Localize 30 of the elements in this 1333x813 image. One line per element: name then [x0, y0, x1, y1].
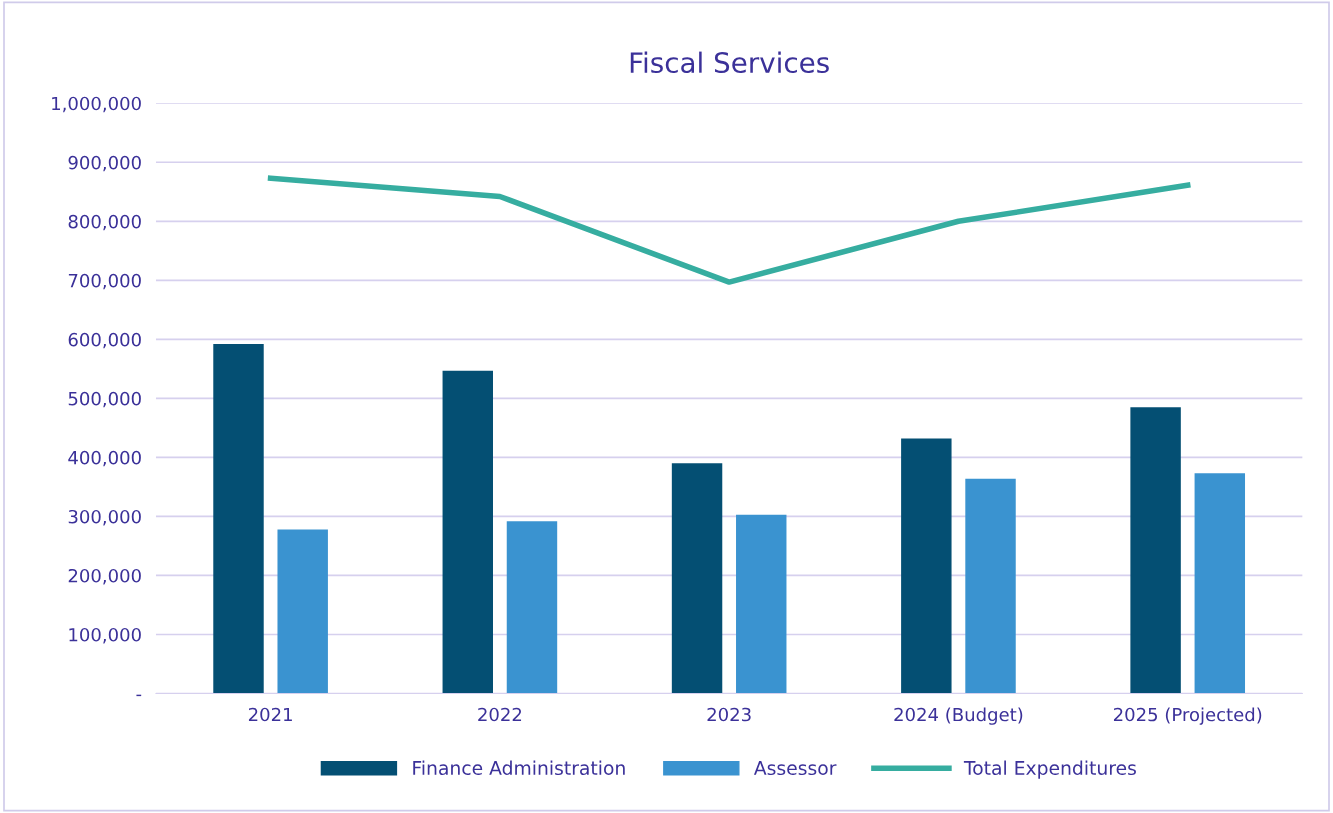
y-tick-label: 100,000	[69, 627, 141, 644]
y-tick-label: 300,000	[68, 509, 141, 526]
bar	[671, 463, 723, 694]
chart-title: Fiscal Services	[630, 51, 829, 74]
y-tick-label: 900,000	[68, 155, 141, 172]
y-tick-label: 500,000	[68, 391, 141, 408]
y-tick-label: -	[136, 694, 142, 697]
bar	[213, 344, 264, 694]
legend-label: Total Expenditures	[963, 760, 1136, 779]
y-tick-label: 700,000	[68, 273, 141, 290]
x-tick-label: 2023	[707, 707, 751, 722]
x-tick-label: 2024 (Budget)	[894, 707, 1023, 725]
bar	[1194, 473, 1246, 694]
x-tick-label: 2021	[248, 707, 292, 722]
bar	[1130, 407, 1181, 694]
bar	[506, 521, 558, 694]
x-tick-label: 2025 (Projected)	[1113, 707, 1262, 725]
y-tick-label: 1,000,000	[52, 96, 141, 113]
bar	[901, 438, 952, 694]
y-tick-label: 400,000	[68, 450, 141, 467]
bar	[277, 529, 328, 694]
bar	[442, 370, 493, 694]
bar	[965, 478, 1016, 694]
x-tick-label: 2022	[478, 707, 522, 722]
y-tick-label: 800,000	[68, 214, 141, 231]
y-tick-label: 200,000	[68, 568, 141, 585]
legend-label: Assessor	[753, 761, 837, 776]
y-tick-label: 600,000	[68, 332, 141, 349]
bar	[736, 514, 787, 694]
legend-label: Finance Administration	[413, 760, 625, 776]
